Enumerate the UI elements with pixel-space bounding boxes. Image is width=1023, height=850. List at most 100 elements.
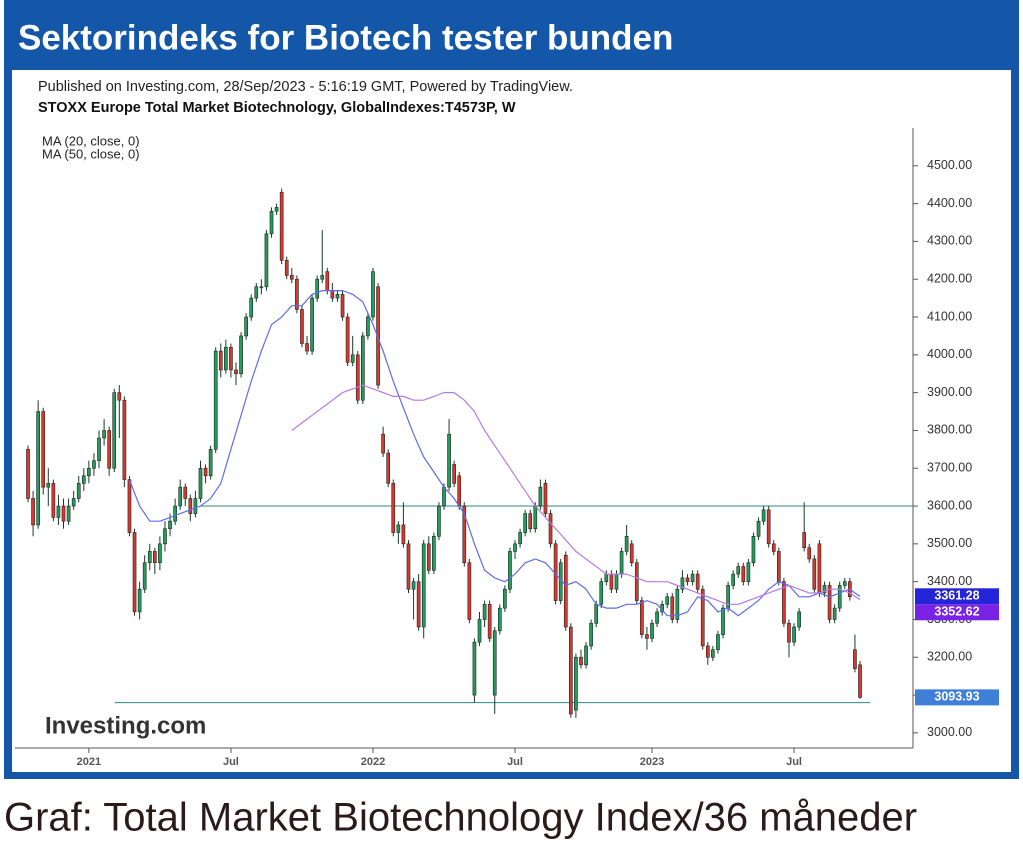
candle-body: [447, 433, 451, 488]
candle-body: [655, 611, 659, 624]
candle-body: [837, 585, 842, 609]
candle-body: [244, 316, 248, 337]
candle-body: [548, 513, 553, 545]
candle-body: [624, 535, 629, 552]
candle-body: [685, 577, 690, 582]
candle-body: [487, 604, 492, 639]
y-tick-label: 3500.00: [927, 536, 972, 550]
candle-body: [51, 483, 56, 518]
candle-body: [614, 573, 619, 590]
candle-body: [675, 588, 680, 620]
legend-entry: MA (50, close, 0): [42, 146, 140, 161]
candle-body: [76, 483, 81, 499]
candle-body: [310, 297, 314, 352]
y-tick-label: 3200.00: [927, 650, 972, 664]
candle-body: [168, 520, 172, 530]
candle-body: [518, 532, 522, 545]
candle-body: [284, 260, 289, 276]
candle-body: [132, 532, 137, 613]
candle-body: [782, 581, 786, 624]
candle-body: [183, 486, 188, 499]
candle-body: [563, 554, 568, 628]
candle-body: [274, 207, 279, 212]
candle-body: [533, 505, 538, 530]
candle-body: [71, 498, 76, 507]
candle-body: [31, 498, 35, 526]
candle-body: [158, 543, 162, 564]
candle-body: [153, 551, 157, 564]
candle-body: [213, 350, 218, 450]
candle-body: [736, 566, 741, 575]
candle-body: [771, 543, 776, 552]
price-label: 3093.93: [934, 690, 979, 704]
headline: Sektorindeks for Biotech tester bunden: [18, 18, 673, 57]
candle-body: [381, 433, 385, 454]
x-tick-label: 2023: [640, 756, 664, 768]
candle-body: [650, 622, 654, 639]
candle-body: [147, 551, 152, 564]
candle-body: [127, 479, 132, 533]
candle-body: [371, 271, 375, 318]
candle-body: [366, 316, 370, 337]
candle-body: [538, 486, 543, 507]
y-tick-label: 3600.00: [927, 498, 972, 512]
candle-body: [330, 290, 335, 299]
candle-body: [406, 543, 411, 590]
x-tick-label: 2022: [361, 756, 385, 768]
candle-body: [97, 437, 101, 461]
published: Published on Investing.com, 28/Sep/2023 …: [38, 79, 573, 95]
y-tick-label: 4000.00: [927, 347, 972, 361]
candle-body: [619, 551, 624, 575]
candle-body: [411, 581, 416, 590]
chart-title: STOXX Europe Total Market Biotechnology,…: [38, 100, 516, 116]
candle-body: [239, 335, 243, 375]
candle-body: [634, 562, 639, 601]
candle-body: [173, 505, 177, 522]
candle-body: [528, 513, 533, 530]
candle-body: [254, 286, 259, 299]
candle-body: [584, 645, 588, 666]
candle-body: [234, 369, 238, 375]
price-label-box: [915, 689, 999, 706]
candle-body: [340, 294, 345, 318]
candle-body: [61, 505, 66, 522]
x-tick-label: Jul: [786, 756, 802, 768]
candle-body: [350, 354, 355, 363]
y-tick-label: 4400.00: [927, 196, 972, 210]
y-tick-label: 4500.00: [927, 158, 972, 172]
y-tick-label: 3700.00: [927, 461, 972, 475]
candle-body: [523, 513, 527, 533]
candle-body: [497, 607, 502, 632]
candle-body: [604, 573, 609, 582]
candle-body: [665, 596, 670, 605]
candle-body: [503, 588, 507, 609]
price-label-box: [915, 588, 999, 605]
candle-body: [842, 581, 847, 586]
candle-body: [87, 467, 91, 477]
candle-body: [467, 562, 472, 620]
x-tick-label: 2021: [77, 756, 101, 768]
candle-body: [589, 622, 593, 647]
candle-body: [259, 286, 264, 289]
candle-body: [426, 543, 431, 571]
candle-body: [716, 634, 720, 651]
candle-body: [416, 581, 421, 628]
candle-body: [208, 449, 213, 477]
candle-body: [218, 350, 223, 371]
candle-body: [711, 649, 715, 658]
candle-body: [300, 309, 304, 344]
candle-body: [26, 449, 30, 499]
candle-body: [92, 460, 96, 469]
candle-body: [690, 573, 695, 582]
candle-body: [421, 543, 426, 628]
candle-body: [386, 452, 391, 484]
candle-body: [396, 524, 401, 533]
y-tick-label: 3000.00: [927, 725, 972, 739]
candle-body: [142, 562, 147, 590]
y-tick-label: 4100.00: [927, 309, 972, 323]
candle-body: [36, 411, 40, 526]
candle-body: [721, 607, 725, 635]
candle-body: [569, 626, 573, 715]
candle-body: [574, 656, 578, 711]
